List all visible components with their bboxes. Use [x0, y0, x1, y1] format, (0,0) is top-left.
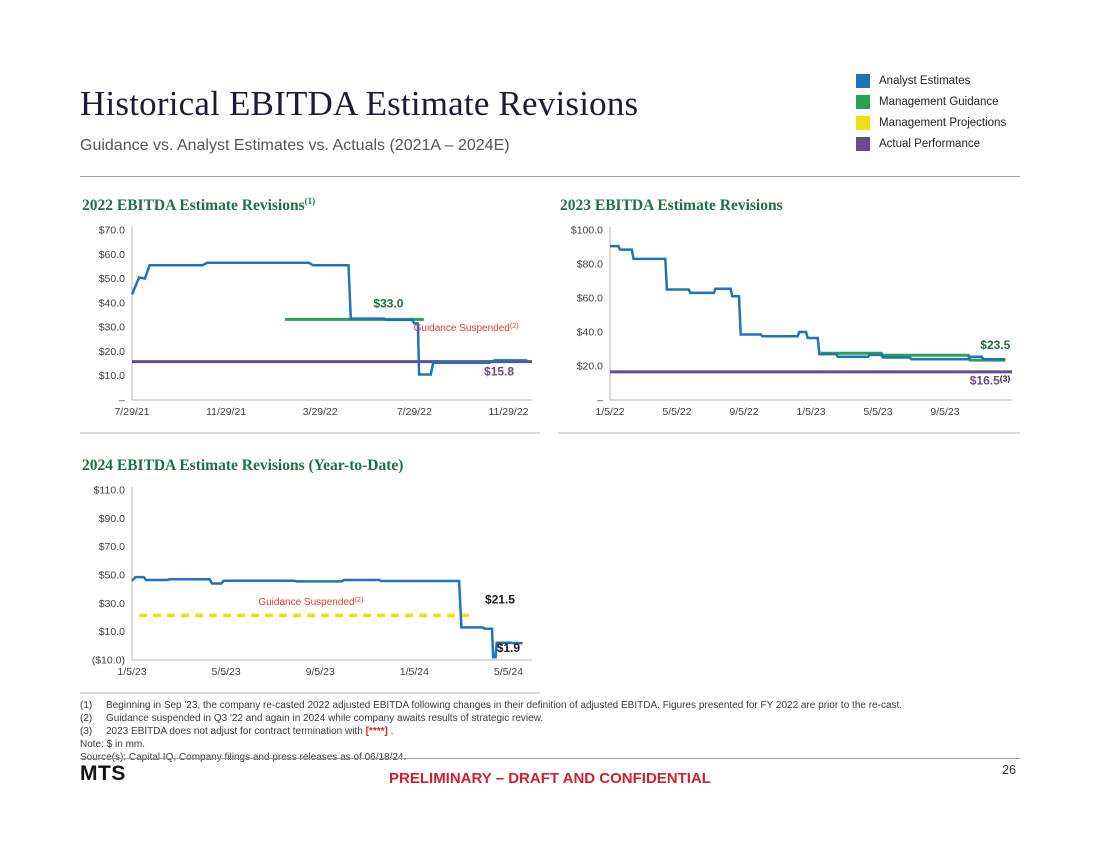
svg-text:$33.0: $33.0: [373, 297, 403, 311]
redacted-text: [****]: [365, 726, 388, 737]
svg-text:9/5/23: 9/5/23: [930, 406, 959, 418]
chart-title-text: 2022 EBITDA Estimate Revisions: [82, 197, 305, 215]
legend-item-actual-performance: Actual Performance: [856, 137, 1006, 151]
legend: Analyst Estimates Management Guidance Ma…: [856, 74, 1006, 158]
svg-text:$80.0: $80.0: [577, 259, 603, 271]
legend-swatch-yellow: [856, 116, 870, 130]
svg-text:$60.0: $60.0: [99, 249, 125, 261]
footnote-text-post: .: [387, 726, 394, 737]
page-subtitle: Guidance vs. Analyst Estimates vs. Actua…: [80, 137, 510, 154]
chart-title-text: 2024 EBITDA Estimate Revisions (Year-to-…: [82, 457, 404, 475]
legend-label: Analyst Estimates: [879, 75, 971, 87]
chart-2022-canvas: $70.0 $60.0 $50.0 $40.0 $30.0 $20.0 $10.0–7/29…: [80, 220, 540, 434]
svg-text:$10.0: $10.0: [99, 626, 125, 638]
svg-text:$23.5: $23.5: [980, 338, 1010, 352]
legend-swatch-purple: [856, 137, 870, 151]
legend-item-analyst-estimates: Analyst Estimates: [856, 74, 1006, 88]
svg-text:11/29/22: 11/29/22: [488, 406, 528, 418]
svg-text:1/5/23: 1/5/23: [796, 406, 825, 418]
legend-item-management-projections: Management Projections: [856, 116, 1006, 130]
footnote-text: Beginning in Sep '23, the company re-cas…: [106, 700, 903, 711]
chart-2023-section: 2023 EBITDA Estimate Revisions $100.0 $80…: [558, 196, 1020, 434]
svg-text:$40.0: $40.0: [99, 298, 125, 310]
svg-text:$20.0: $20.0: [577, 361, 603, 373]
svg-text:–: –: [119, 395, 125, 407]
svg-text:$70.0: $70.0: [99, 541, 125, 553]
footnotes: (1) Beginning in Sep '23, the company re…: [80, 700, 1020, 765]
legend-label: Actual Performance: [879, 138, 980, 150]
svg-text:$30.0: $30.0: [99, 322, 125, 334]
svg-text:7/29/21: 7/29/21: [114, 406, 149, 418]
svg-text:Guidance Suspended(2): Guidance Suspended(2): [258, 595, 363, 608]
svg-text:$60.0: $60.0: [577, 293, 603, 305]
svg-text:$16.5(3): $16.5(3): [970, 374, 1011, 388]
chart-svg: $70.0$60.0$50.0$40.0$30.0$20.0$10.0–7/29…: [80, 225, 540, 434]
svg-text:$1.9: $1.9: [497, 641, 521, 655]
svg-text:5/5/23: 5/5/23: [212, 666, 241, 678]
svg-text:$40.0: $40.0: [577, 327, 603, 339]
confidential-banner: PRELIMINARY – DRAFT AND CONFIDENTIAL: [389, 770, 711, 787]
legend-label: Management Guidance: [879, 96, 999, 108]
svg-text:9/5/22: 9/5/22: [729, 406, 758, 418]
svg-text:$100.0: $100.0: [571, 225, 603, 237]
chart-title-sup: (1): [304, 196, 316, 206]
chart-2023-canvas: $100.0 $80.0 $60.0 $40.0 $20.0 –1/5/22 5/5/22 9…: [558, 220, 1020, 434]
header-divider: [80, 176, 1020, 177]
legend-swatch-green: [856, 95, 870, 109]
svg-text:$20.0: $20.0: [99, 346, 125, 358]
chart-2023-title: 2023 EBITDA Estimate Revisions: [560, 196, 1020, 215]
svg-text:Guidance Suspended(2): Guidance Suspended(2): [414, 321, 519, 334]
chart-2022-title: 2022 EBITDA Estimate Revisions(1): [82, 196, 540, 215]
footnote-number: (3): [80, 726, 93, 737]
page-title: Historical EBITDA Estimate Revisions: [80, 84, 639, 123]
footnote-1: (1) Beginning in Sep '23, the company re…: [80, 700, 1020, 712]
svg-text:–: –: [597, 395, 603, 407]
svg-text:$110.0: $110.0: [94, 485, 125, 497]
svg-text:3/29/22: 3/29/22: [303, 406, 338, 418]
note-line: Note: $ in mm.: [80, 739, 146, 750]
footnote-number: (2): [80, 713, 93, 724]
svg-text:$50.0: $50.0: [99, 570, 125, 582]
legend-label: Management Projections: [879, 117, 1007, 129]
page-number: 26: [1002, 763, 1016, 777]
chart-svg: $100.0 $80.0 $60.0 $40.0 $20.0 –1/5/22 5/5/22 9…: [558, 225, 1020, 434]
svg-text:5/5/23: 5/5/23: [863, 406, 892, 418]
footnote-number: (1): [80, 700, 93, 711]
svg-text:($10.0): ($10.0): [92, 655, 125, 667]
chart-2024-title: 2024 EBITDA Estimate Revisions (Year-to-…: [82, 456, 540, 475]
svg-text:$10.0: $10.0: [99, 370, 125, 382]
chart-svg: $110.0$90.0$70.0$50.0$30.0$10.0($10.0)1/…: [80, 485, 540, 694]
svg-text:7/29/22: 7/29/22: [397, 406, 432, 418]
svg-text:$21.5: $21.5: [485, 592, 515, 606]
svg-text:$90.0: $90.0: [99, 513, 125, 525]
source-line: Source(s): Capital IQ, Company filings a…: [80, 752, 1020, 764]
svg-text:$15.8: $15.8: [484, 365, 514, 379]
company-logo: MTS: [80, 762, 126, 785]
svg-text:1/5/22: 1/5/22: [595, 406, 624, 418]
svg-text:11/29/21: 11/29/21: [206, 406, 246, 418]
footer-divider: [80, 758, 1020, 759]
svg-text:1/5/23: 1/5/23: [117, 666, 146, 678]
svg-text:$50.0: $50.0: [99, 273, 125, 285]
chart-2024-section: 2024 EBITDA Estimate Revisions (Year-to-…: [80, 456, 540, 694]
legend-item-management-guidance: Management Guidance: [856, 95, 1006, 109]
footnote-text: 2023 EBITDA does not adjust for contract…: [106, 726, 1020, 738]
svg-text:$70.0: $70.0: [99, 225, 125, 237]
svg-text:9/5/23: 9/5/23: [306, 666, 335, 678]
svg-text:$30.0: $30.0: [99, 598, 125, 610]
footnote-2: (2) Guidance suspended in Q3 '22 and aga…: [80, 713, 1020, 725]
chart-2022-section: 2022 EBITDA Estimate Revisions(1) $70.0 $…: [80, 196, 540, 434]
chart-title-text: 2023 EBITDA Estimate Revisions: [560, 197, 783, 215]
footnote-text: Guidance suspended in Q3 '22 and again i…: [106, 713, 544, 724]
footnote-3: (3) 2023 EBITDA does not adjust for cont…: [80, 726, 1020, 738]
chart-2024-canvas: $110.0 $90.0 $70.0 $50.0 $30.0 $10.0 ($10.0) 1/…: [80, 480, 540, 694]
svg-text:5/5/22: 5/5/22: [662, 406, 691, 418]
footnote-text-pre: 2023 EBITDA does not adjust for contract…: [106, 726, 366, 737]
svg-text:5/5/24: 5/5/24: [494, 666, 523, 678]
svg-text:1/5/24: 1/5/24: [400, 666, 429, 678]
legend-swatch-blue: [856, 74, 870, 88]
